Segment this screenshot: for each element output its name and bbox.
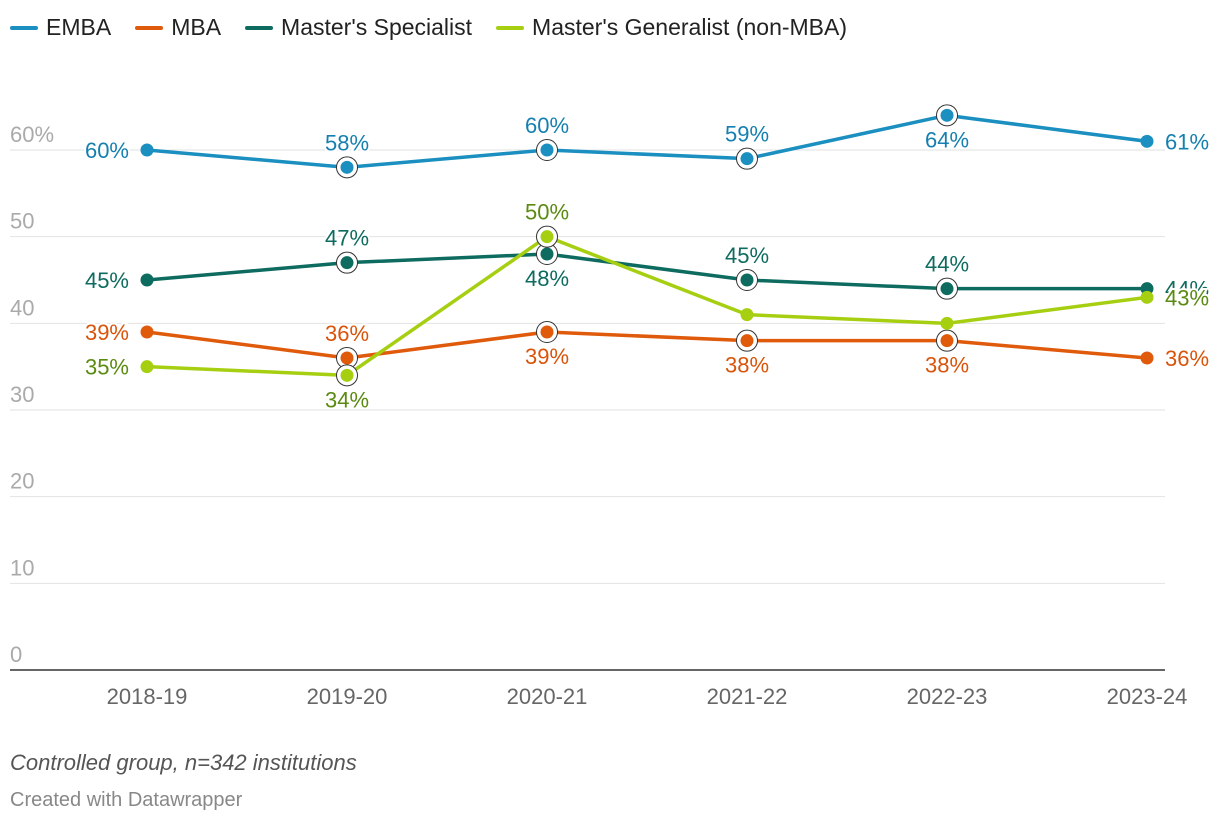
data-label: 44% [1165, 277, 1209, 302]
data-label: 36% [325, 321, 369, 346]
data-label: 48% [525, 266, 569, 291]
data-point [540, 247, 554, 261]
data-point [1140, 290, 1154, 304]
data-point [340, 256, 354, 270]
data-point [140, 325, 154, 339]
data-label: 61% [1165, 129, 1209, 154]
data-point [340, 160, 354, 174]
data-label: 35% [85, 355, 129, 380]
data-label: 58% [325, 130, 369, 155]
data-label: 43% [1165, 285, 1209, 310]
y-tick-label: 60% [10, 122, 54, 147]
data-label: 45% [85, 268, 129, 293]
x-axis-ticks: 2018-19 2019-20 2020-21 2021-22 2022-23 2023-… [107, 684, 1188, 709]
data-label: 59% [725, 122, 769, 147]
y-tick-label: 50 [10, 209, 34, 234]
data-label: 64% [925, 127, 969, 152]
series-line [145, 330, 1149, 360]
data-point [740, 308, 754, 322]
data-point [740, 273, 754, 287]
data-point [940, 316, 954, 330]
data-point [140, 273, 154, 287]
data-point [940, 334, 954, 348]
gridlines [10, 149, 1165, 671]
data-label: 38% [925, 353, 969, 378]
data-label: 38% [725, 353, 769, 378]
data-point [740, 334, 754, 348]
series-points [140, 104, 1154, 387]
data-point [940, 282, 954, 296]
x-tick-label: 2023-24 [1107, 684, 1188, 709]
chart-credit: Created with Datawrapper [10, 789, 243, 811]
data-point [1140, 134, 1154, 148]
legend-label: Master's Specialist [281, 14, 473, 40]
data-label: 60% [85, 138, 129, 163]
x-tick-label: 2019-20 [307, 684, 388, 709]
y-tick-label: 0 [10, 642, 22, 667]
x-tick-label: 2021-22 [707, 684, 788, 709]
y-tick-label: 10 [10, 555, 34, 580]
legend-label: Master's Generalist (non-MBA) [532, 14, 848, 40]
data-label: 60% [525, 113, 569, 138]
legend-swatch [10, 25, 38, 30]
y-axis-ticks: 0 10 20 30 40 50 60% [10, 122, 54, 667]
series-line [145, 113, 1149, 170]
legend-swatch [135, 25, 164, 30]
legend-label: MBA [171, 14, 222, 40]
data-point [740, 152, 754, 166]
data-point [540, 230, 554, 244]
chart-legend: EMBA MBA Master's Specialist Master's Gener… [10, 14, 871, 41]
data-label: 44% [925, 252, 969, 277]
legend-swatch [496, 25, 525, 30]
data-label: 50% [525, 200, 569, 225]
x-tick-label: 2022-23 [907, 684, 988, 709]
data-label: 47% [325, 226, 369, 251]
data-point [340, 351, 354, 365]
y-tick-label: 40 [10, 295, 34, 320]
series-line [145, 252, 1149, 291]
data-point [540, 143, 554, 157]
data-point [540, 325, 554, 339]
data-point [1140, 351, 1154, 365]
data-label: 39% [85, 320, 129, 345]
data-label: 45% [725, 243, 769, 268]
legend-label: EMBA [46, 14, 112, 40]
legend-swatch [245, 25, 274, 30]
legend-item: MBA [135, 14, 221, 41]
legend-item: Master's Specialist [245, 14, 472, 41]
data-label: 34% [325, 387, 369, 412]
legend-item: EMBA [10, 14, 111, 41]
series-lines [145, 113, 1149, 378]
y-tick-label: 20 [10, 469, 34, 494]
y-tick-label: 30 [10, 382, 34, 407]
data-point [140, 360, 154, 374]
data-label: 39% [525, 344, 569, 369]
x-tick-label: 2020-21 [507, 684, 588, 709]
data-point [940, 108, 954, 122]
data-point [140, 143, 154, 157]
legend-item: Master's Generalist (non-MBA) [496, 14, 847, 41]
x-tick-label: 2018-19 [107, 684, 188, 709]
data-labels: 60% 58% 60% 59% 64% 61% 39% 36% 39% 38% 38% 36% 45% 4… [83, 111, 1211, 414]
series-line [145, 234, 1149, 378]
chart-note: Controlled group, n=342 institutions [10, 750, 357, 775]
data-label: 36% [1165, 346, 1209, 371]
data-point [340, 368, 354, 382]
